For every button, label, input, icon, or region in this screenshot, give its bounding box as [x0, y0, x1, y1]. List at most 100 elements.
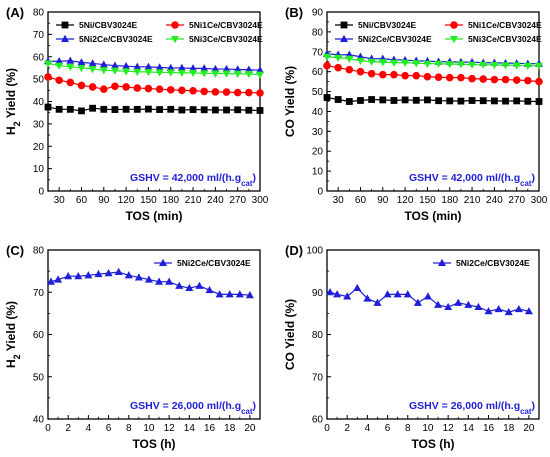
data-point [390, 70, 398, 79]
data-point [479, 61, 488, 69]
data-point [233, 65, 242, 73]
x-tick-label: 120 [397, 195, 414, 206]
data-point [468, 74, 476, 83]
data-point [205, 285, 214, 294]
legend-marker [61, 21, 69, 29]
annotation: GSHV = 42,000 ml/(h.gcat) [130, 172, 256, 188]
data-point [94, 269, 103, 278]
data-point [474, 302, 483, 311]
data-point [166, 86, 175, 94]
data-point [222, 70, 231, 78]
data-point [413, 298, 422, 306]
data-point [47, 277, 56, 285]
y-tick-label: 50 [312, 87, 324, 98]
data-point [77, 81, 86, 90]
annotation: GSHV = 26,000 ml/(h.gcat) [130, 400, 256, 416]
data-point [110, 61, 119, 69]
legend-label: 5Ni3Ce/CBV3024E [468, 34, 542, 44]
y-tick-label: 0 [38, 187, 44, 198]
x-tick-label: 20 [244, 423, 256, 434]
legend-label: 5Ni1Ce/CBV3024E [468, 20, 542, 30]
data-point [44, 103, 52, 111]
data-point [189, 64, 198, 72]
data-point [412, 71, 421, 80]
data-point [401, 59, 410, 67]
x-tick-label: 4 [86, 423, 92, 434]
x-tick-label: 180 [162, 195, 179, 206]
legend-marker [340, 34, 348, 42]
panel-label: (B) [285, 5, 303, 20]
data-point [378, 59, 387, 67]
data-point [233, 70, 242, 78]
x-tick-label: 0 [324, 423, 330, 434]
data-point [513, 97, 521, 105]
data-point [244, 65, 253, 73]
data-point [423, 72, 432, 81]
legend-label: 5Ni2Ce/CBV3024E [177, 258, 251, 268]
x-axis-label: TOS (min) [404, 209, 461, 223]
data-point [177, 69, 186, 78]
x-axis-label: TOS (h) [132, 437, 175, 451]
x-tick-label: 120 [118, 195, 135, 206]
data-point [256, 71, 264, 79]
y-axis-label: CO Yield (%) [283, 66, 297, 137]
legend-marker [450, 36, 458, 44]
data-point [256, 89, 264, 97]
data-point [326, 288, 335, 296]
x-tick-label: 30 [54, 195, 66, 206]
data-point [383, 290, 392, 298]
y-tick-label: 0 [317, 187, 323, 198]
data-point [165, 277, 174, 285]
legend-marker [171, 21, 179, 29]
data-point [99, 67, 108, 75]
y-tick-label: 90 [312, 288, 324, 299]
chart-panel: 0 2 4 6 8 10 12 14 16 18 20 40 50 60 70 80 (C) TOS (h) H2 … [4, 243, 261, 451]
data-point [111, 106, 119, 113]
legend-marker [171, 36, 179, 44]
data-point [124, 271, 133, 279]
data-point [434, 60, 443, 68]
x-tick-label: 60 [76, 195, 88, 206]
y-tick-label: 20 [312, 147, 324, 158]
x-axis-label: TOS (min) [125, 209, 182, 223]
x-tick-label: 60 [355, 195, 367, 206]
data-point [122, 105, 130, 113]
x-tick-label: 4 [365, 423, 371, 434]
data-point [66, 105, 74, 113]
data-point [77, 64, 86, 73]
y-tick-label: 10 [33, 164, 45, 175]
data-point [502, 97, 509, 105]
x-tick-label: 300 [531, 195, 548, 206]
legend-label: 5Ni2Ce/CBV3024E [456, 258, 530, 268]
data-point [44, 60, 52, 68]
x-tick-label: 210 [185, 195, 202, 206]
data-point [345, 98, 353, 105]
data-point [211, 106, 219, 114]
data-point [155, 63, 164, 71]
x-tick-label: 300 [252, 195, 269, 206]
data-point [144, 84, 153, 93]
x-tick-label: 14 [463, 423, 475, 434]
legend-marker [450, 21, 458, 29]
data-point [145, 105, 152, 113]
y-tick-label: 60 [312, 67, 324, 78]
annotation: GSHV = 42,000 ml/(h.gcat) [409, 172, 535, 188]
data-point [133, 105, 141, 113]
data-point [122, 61, 131, 70]
data-point [353, 283, 362, 292]
data-point [64, 271, 73, 280]
data-point [200, 70, 209, 78]
data-point [99, 60, 108, 68]
y-tick-label: 90 [312, 8, 324, 19]
data-point [434, 300, 443, 308]
data-point [345, 65, 354, 74]
data-point [185, 283, 194, 292]
y-axis-label: CO Yield (%) [283, 299, 297, 370]
data-point [524, 76, 532, 85]
data-point [88, 83, 97, 91]
data-point [457, 97, 465, 105]
data-point [78, 107, 85, 115]
data-point [323, 53, 331, 61]
